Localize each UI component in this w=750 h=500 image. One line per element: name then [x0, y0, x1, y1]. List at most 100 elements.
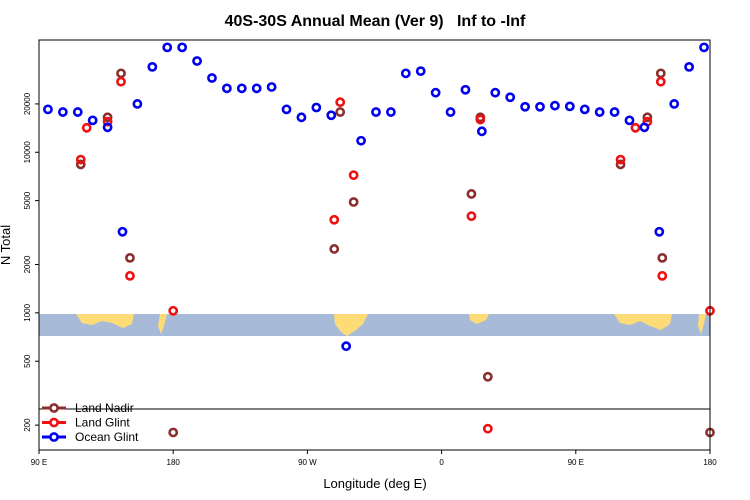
land-glint-point — [125, 270, 135, 281]
ocean-glint-point — [296, 112, 307, 123]
land-nadir-point — [102, 112, 113, 123]
ocean-glint-point — [684, 61, 695, 72]
land-glint-point — [335, 97, 346, 108]
ocean-glint-point — [669, 99, 680, 109]
ocean-glint-point — [192, 56, 202, 66]
ocean-glint-point — [87, 115, 98, 126]
map-strip — [39, 314, 710, 336]
y-tick-label: 200 — [23, 418, 32, 432]
legend-item-ocean-glint: Ocean Glint — [42, 430, 139, 444]
ocean-glint-point — [57, 107, 68, 117]
ocean-glint-point — [624, 115, 635, 126]
ocean-glint-point — [43, 104, 53, 115]
ocean-glint-point — [490, 87, 501, 98]
land-south-america — [334, 314, 368, 336]
ocean-glint-point — [162, 42, 173, 53]
series-land-nadir — [75, 68, 715, 438]
ocean-glint-point — [117, 226, 128, 237]
y-tick-label: 2000 — [23, 255, 32, 273]
land-glint-point — [466, 211, 477, 222]
land-nadir-point — [168, 427, 179, 438]
land-nadir-point — [125, 252, 135, 263]
ocean-glint-point — [520, 101, 531, 112]
ocean-glint-point — [579, 104, 590, 115]
ocean-glint-point — [147, 61, 158, 72]
land-glint-point — [75, 154, 86, 165]
ocean-glint-point — [221, 83, 232, 94]
x-tick-label: 180 — [703, 458, 717, 467]
x-tick-label: 180 — [167, 458, 181, 467]
y-tick-label: 1000 — [23, 303, 32, 321]
land-nadir-point — [75, 159, 86, 170]
ocean-glint-point — [311, 102, 322, 113]
ocean-glint-point — [266, 82, 277, 92]
land-glint-point — [615, 154, 626, 165]
land-glint-point — [482, 423, 493, 434]
land-glint-point — [81, 122, 92, 133]
x-tick-label: 0 — [439, 458, 444, 467]
ocean-glint-point — [207, 73, 217, 83]
ocean-glint-point — [251, 83, 262, 94]
land-nadir-point — [655, 68, 666, 79]
land-glint-point — [168, 305, 179, 316]
land-glint-point — [116, 76, 126, 87]
ocean-glint-point — [281, 104, 292, 115]
ocean-glint-point — [326, 110, 337, 121]
legend-item-land-glint: Land Glint — [42, 416, 130, 430]
land-shapes — [76, 314, 706, 336]
ocean-glint-point — [476, 126, 487, 137]
ocean-glint-point — [102, 122, 113, 133]
ocean-glint-point — [400, 68, 411, 79]
y-tick-label: 20000 — [23, 92, 32, 115]
ocean-glint-point — [699, 42, 709, 53]
ocean-glint-point — [132, 99, 143, 109]
x-tick-label: 90 E — [568, 458, 584, 467]
ocean-glint-point — [654, 226, 665, 237]
legend-marker — [49, 417, 59, 428]
legend-marker — [49, 432, 59, 442]
ocean-glint-point — [564, 101, 575, 112]
land-south-africa — [469, 314, 489, 324]
land-glint-point — [630, 122, 641, 133]
ocean-glint-point — [236, 83, 247, 94]
y-tick-label: 10000 — [23, 141, 32, 164]
land-glint-point — [475, 114, 486, 125]
land-nadir-point — [348, 197, 359, 207]
ocean-glint-point — [341, 341, 352, 352]
land-glint-point — [348, 170, 359, 181]
series-land-glint — [75, 76, 715, 434]
land-glint-point — [102, 116, 113, 127]
plot-frame — [38, 39, 711, 451]
land-nadir-point — [329, 244, 340, 254]
ocean-glint-point — [415, 66, 426, 77]
x-axis: 90 E 180 90 W 0 90 E 180 — [31, 450, 717, 467]
land-nadir-point — [642, 112, 653, 123]
x-tick-label: 90 W — [298, 458, 317, 467]
ocean-glint-point — [371, 107, 381, 117]
legend-marker — [49, 403, 59, 413]
land-nadir-point — [657, 252, 668, 263]
ocean-glint-point — [386, 107, 396, 117]
legend-label: Land Nadir — [75, 401, 134, 415]
land-nadir-point — [482, 371, 493, 382]
ocean-glint-point — [550, 100, 560, 111]
legend-label: Ocean Glint — [75, 430, 139, 444]
land-glint-point — [329, 214, 340, 225]
land-new-zealand — [158, 314, 167, 334]
legend-label: Land Glint — [75, 416, 130, 430]
y-axis: 200 500 1000 2000 5000 10000 20000 — [23, 92, 39, 432]
ocean-glint-point — [535, 101, 545, 112]
ocean-glint-point — [609, 107, 620, 117]
y-tick-label: 500 — [23, 354, 32, 368]
x-axis-label: Longitude (deg E) — [323, 476, 426, 491]
land-glint-point — [657, 270, 668, 281]
ocean-glint-point — [460, 84, 471, 95]
land-nadir-point — [466, 189, 477, 199]
y-tick-label: 5000 — [23, 191, 32, 209]
land-nadir-point — [335, 107, 346, 117]
ocean-glint-point — [594, 107, 605, 117]
data-points — [43, 42, 715, 438]
land-australia-west — [76, 314, 134, 328]
